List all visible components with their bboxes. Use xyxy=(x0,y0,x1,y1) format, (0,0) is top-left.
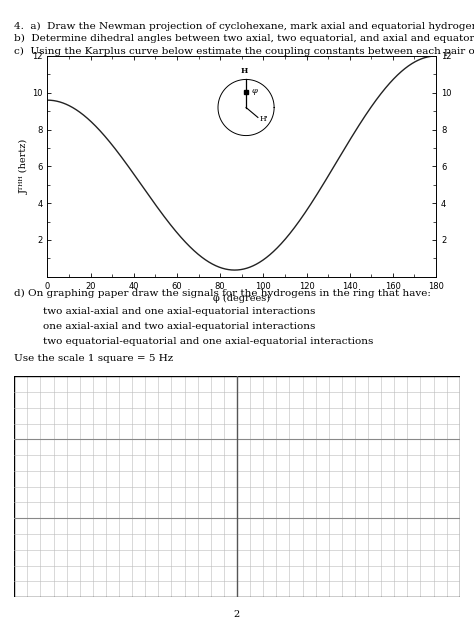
Text: d) On graphing paper draw the signals for the hydrogens in the ring that have:: d) On graphing paper draw the signals fo… xyxy=(14,289,431,299)
X-axis label: φ (degrees): φ (degrees) xyxy=(213,294,270,302)
Text: two axial-axial and one axial-equatorial interactions: two axial-axial and one axial-equatorial… xyxy=(43,307,315,316)
Text: c)  Using the Karplus curve below estimate the coupling constants between each p: c) Using the Karplus curve below estimat… xyxy=(14,47,474,56)
Y-axis label: Jᵀᴴᴴ (hertz): Jᵀᴴᴴ (hertz) xyxy=(20,139,29,194)
Text: 2: 2 xyxy=(234,610,240,619)
Text: Use the scale 1 square = 5 Hz: Use the scale 1 square = 5 Hz xyxy=(14,353,173,363)
Text: 4.  a)  Draw the Newman projection of cyclohexane, mark axial and equatorial hyd: 4. a) Draw the Newman projection of cycl… xyxy=(14,22,474,31)
Text: H': H' xyxy=(260,115,269,123)
Text: φ: φ xyxy=(251,87,257,95)
Text: two equatorial-equatorial and one axial-equatorial interactions: two equatorial-equatorial and one axial-… xyxy=(43,337,373,346)
Text: b)  Determine dihedral angles between two axial, two equatorial, and axial and e: b) Determine dihedral angles between two… xyxy=(14,34,474,44)
Text: H: H xyxy=(241,67,248,75)
Text: one axial-axial and two axial-equatorial interactions: one axial-axial and two axial-equatorial… xyxy=(43,322,315,331)
